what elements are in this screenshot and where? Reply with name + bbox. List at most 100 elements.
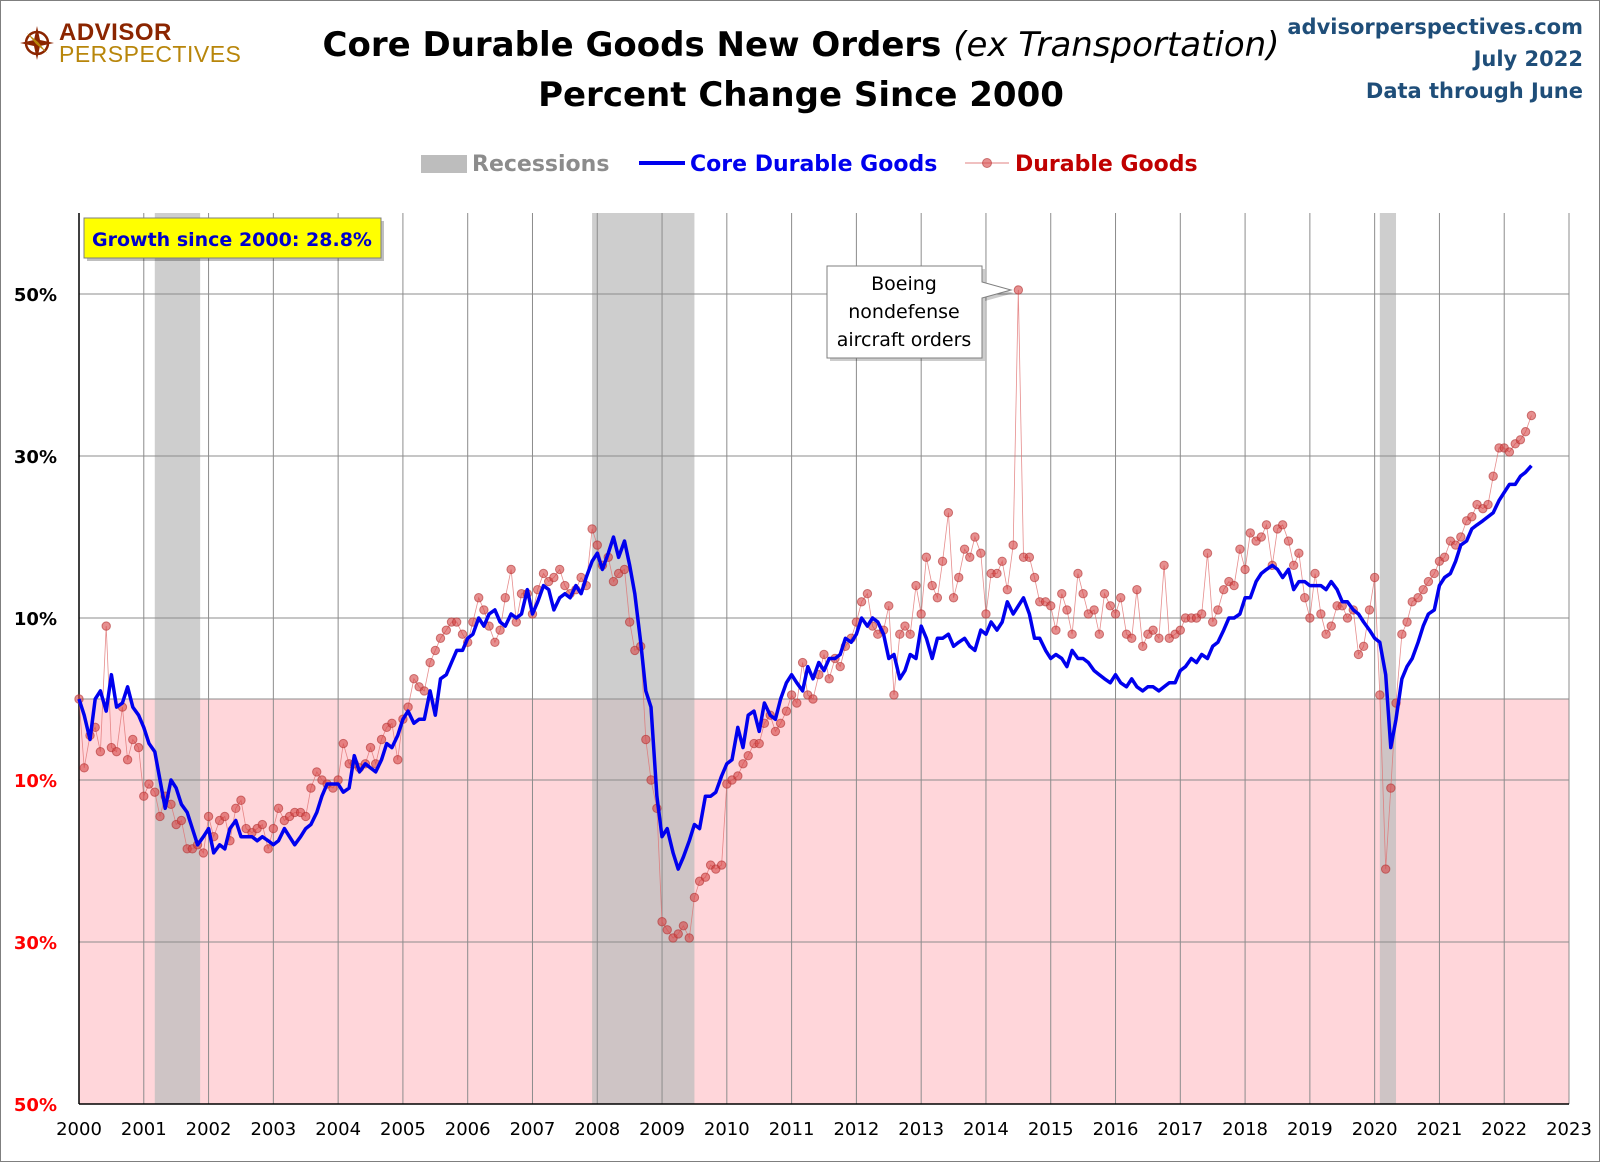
durable-goods-point [111,746,122,757]
durable-goods-point [1413,593,1423,603]
x-tick-label: 2001 [121,1119,167,1140]
durable-goods-point [1078,589,1088,599]
durable-goods-point [1488,471,1498,481]
durable-goods-point [587,524,597,534]
durable-goods-point [981,609,991,619]
durable-goods-point [895,629,905,639]
durable-goods-point [1310,568,1320,579]
durable-goods-point [1386,783,1396,793]
durable-goods-point [824,674,834,684]
durable-goods-point [1277,520,1288,530]
durable-goods-point [376,734,387,745]
chart-subtitle: Percent Change Since 2000 [538,75,1064,115]
y-tick-label: 50% [14,1095,57,1116]
durable-goods-point [1456,532,1466,542]
durable-goods-point [1515,435,1526,445]
durable-goods-point [624,617,635,627]
durable-goods-point [797,657,808,668]
durable-goods-point [1299,593,1310,603]
durable-goods-point [770,726,781,737]
x-tick-label: 2007 [510,1119,556,1140]
durable-goods-point [1375,690,1385,700]
recession-band [154,213,201,1104]
durable-goods-point [619,564,630,575]
durable-goods-point [970,532,980,542]
durable-goods-point [678,921,689,931]
durable-goods-point [641,734,651,745]
durable-goods-point [1213,605,1223,615]
legend-durable-label: Durable Goods [1015,152,1198,177]
x-tick-label: 2008 [574,1119,620,1140]
x-tick-label: 2002 [186,1119,232,1140]
durable-goods-point [1148,625,1158,635]
durable-goods-point [700,872,711,882]
durable-goods-point [1326,621,1336,631]
durable-goods-point [268,823,279,834]
durable-goods-point [101,621,111,631]
durable-goods-point [257,819,268,830]
durable-goods-point [905,629,915,639]
durable-goods-point [1057,589,1067,599]
x-tick-label: 2015 [1028,1119,1074,1140]
durable-goods-point [948,593,959,603]
durable-goods-point [1423,576,1434,587]
durable-goods-point [387,718,397,728]
durable-goods-point [889,690,899,700]
durable-goods-point [155,811,165,822]
durable-goods-point [916,609,926,619]
chart-title: Core Durable Goods New Orders (ex Transp… [1,25,1600,65]
y-tick-label: 10% [14,609,57,630]
durable-goods-point [1094,629,1105,639]
durable-goods-point [1526,410,1537,421]
durable-goods-point [1062,605,1072,615]
durable-goods-point [479,605,489,615]
negative-zone [79,699,1569,1104]
durable-goods-point [1013,285,1024,295]
durable-goods-point [1175,625,1186,635]
x-tick-label: 2009 [639,1119,685,1140]
durable-goods-point [754,738,764,749]
core-durable-goods-line [77,464,1533,871]
durable-goods-point [263,844,273,854]
logo-line1: ADVISOR [59,19,172,46]
durable-goods-point [560,580,570,591]
durable-goods-point [128,734,138,745]
durable-goods-point [835,661,845,672]
durable-goods-point [1202,548,1213,558]
x-tick-label: 2012 [833,1119,879,1140]
durable-goods-point [198,848,209,858]
durable-goods-point [441,625,452,635]
durable-goods-point [733,771,743,781]
durable-goods-point [1229,580,1239,591]
durable-goods-point [495,625,505,635]
y-tick-label: 30% [14,447,57,468]
durable-goods-point [220,811,230,822]
durable-goods-point [306,783,316,793]
legend-durable-swatch [982,158,992,168]
durable-goods-point [592,540,602,550]
y-tick-label: 50% [14,285,57,306]
x-tick-label: 2000 [56,1119,102,1140]
durable-goods-point [1029,572,1040,583]
durable-goods-point [954,572,964,583]
x-tick-label: 2006 [445,1119,491,1140]
durable-goods-point [921,552,932,562]
logo-line2: PERSPECTIVES [59,41,242,67]
durable-goods-point [554,564,565,575]
durable-goods-point [1099,589,1110,599]
durable-goods-point [1397,629,1407,639]
durable-goods-point [1008,540,1018,550]
durable-goods-point [1110,609,1121,619]
durable-goods-point [1261,520,1272,530]
durable-goods-point [435,633,446,643]
durable-goods-point [273,803,284,814]
callout-line-2: nondefense [848,301,959,323]
durable-goods-point [1439,552,1450,562]
durable-goods-point [743,751,753,761]
legend-recessions-swatch [421,155,467,173]
durable-goods-point [738,759,748,769]
durable-goods-point [474,593,484,603]
durable-goods-point [1240,564,1250,575]
advisor-perspectives-logo: ADVISOR PERSPECTIVES [19,17,249,67]
durable-goods-point [338,738,349,749]
